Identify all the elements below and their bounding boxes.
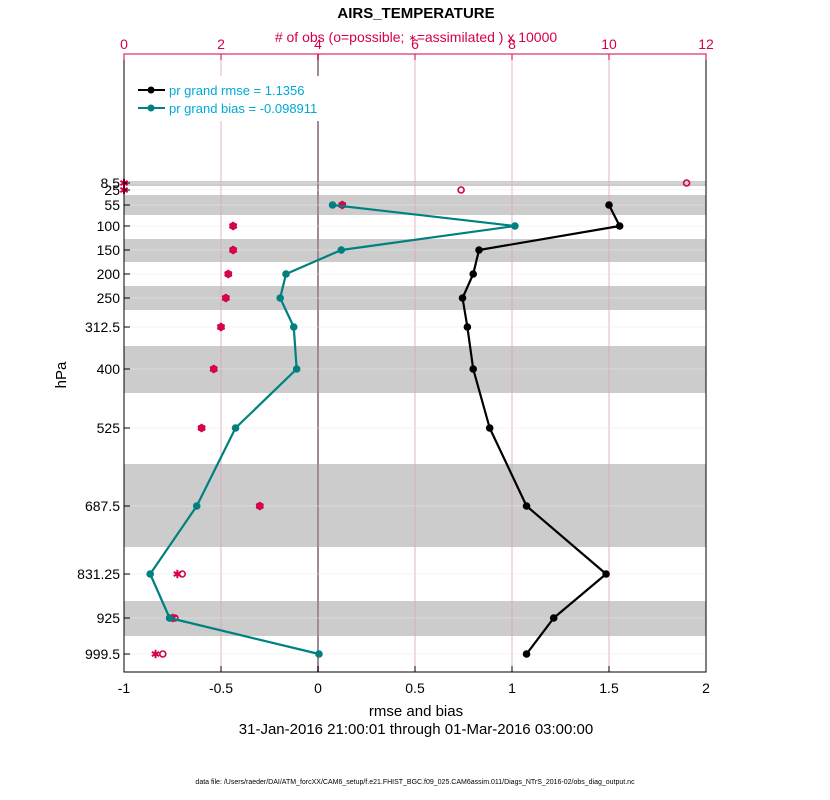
top-tick-label-3: 6 bbox=[411, 36, 419, 52]
top-tick-label-2: 4 bbox=[314, 36, 322, 52]
y-tick-label-687.5: 687.5 bbox=[85, 498, 120, 514]
y-tick-label-312.5: 312.5 bbox=[85, 319, 120, 335]
y-tick-label-831.25: 831.25 bbox=[77, 566, 120, 582]
star-stroke-2 bbox=[209, 366, 218, 372]
y-tick-label-200: 200 bbox=[97, 266, 121, 282]
top-axis-label-star: ∗ bbox=[408, 33, 416, 44]
top-tick-label-4: 8 bbox=[508, 36, 516, 52]
obs-possible-999.5 bbox=[159, 650, 167, 658]
bias-line bbox=[149, 203, 517, 656]
obs-assimilated-100 bbox=[228, 221, 238, 231]
obs-possible-8.5 bbox=[682, 179, 691, 187]
star-stroke-2 bbox=[255, 503, 264, 509]
grid-lines bbox=[124, 54, 706, 672]
obs-assimilated-525 bbox=[197, 423, 206, 433]
legend-bias-marker bbox=[147, 104, 155, 112]
bias-point-250 bbox=[276, 294, 284, 302]
star-stroke-2 bbox=[224, 271, 233, 277]
y-tick-label-400: 400 bbox=[97, 361, 121, 377]
rmse-point-250 bbox=[458, 294, 467, 302]
rmse-point-925 bbox=[549, 614, 558, 622]
obs-assimilated-687.5 bbox=[255, 501, 264, 511]
y-tick-label-999.5: 999.5 bbox=[85, 646, 120, 662]
x-tick-label-4: 1 bbox=[508, 680, 516, 696]
x-tick-label-0: -1 bbox=[118, 680, 131, 696]
date-range-label: 31-Jan-2016 21:00:01 through 01-Mar-2016… bbox=[239, 721, 593, 738]
top-tick-label-1: 2 bbox=[217, 36, 225, 52]
star-stroke-2 bbox=[197, 425, 206, 431]
top-axis-label-part-1: # of obs (o=possible; bbox=[275, 29, 408, 45]
y-tick-label-150: 150 bbox=[97, 242, 121, 258]
star-stroke-2 bbox=[151, 651, 160, 657]
rmse-point-831.25 bbox=[602, 570, 610, 578]
data-file-footer: data file: /Users/raeder/DAI/ATM_forcXX/… bbox=[195, 779, 635, 786]
obs-assimilated-400 bbox=[209, 364, 218, 374]
x-tick-label-3: 0.5 bbox=[405, 680, 425, 696]
y-tick-label-525: 525 bbox=[97, 420, 121, 436]
star-stroke-2 bbox=[228, 247, 238, 253]
x-axis-label: rmse and bias bbox=[369, 703, 463, 720]
bias-point-999.5 bbox=[315, 650, 323, 658]
bias-point-55 bbox=[328, 201, 337, 209]
rmse-point-999.5 bbox=[522, 650, 531, 658]
series-group bbox=[119, 178, 691, 659]
x-tick-label-6: 2 bbox=[702, 680, 710, 696]
y-tick-label-55: 55 bbox=[104, 197, 120, 213]
x-tick-label-2: 0 bbox=[314, 680, 322, 696]
rmse-point-525 bbox=[485, 424, 494, 432]
rmse-point-55 bbox=[605, 201, 613, 209]
y-tick-label-100: 100 bbox=[97, 218, 121, 234]
bias-point-312.5 bbox=[289, 323, 298, 331]
bias-point-525 bbox=[231, 424, 240, 432]
chart-title: AIRS_TEMPERATURE bbox=[337, 5, 494, 22]
rmse-line bbox=[461, 204, 621, 655]
bias-point-925 bbox=[165, 614, 174, 622]
obs-assimilated-250 bbox=[221, 293, 230, 303]
legend-rmse-label: pr grand rmse = 1.1356 bbox=[169, 83, 305, 98]
y-tick-label-925: 925 bbox=[97, 610, 121, 626]
x-tick-label-5: 1.5 bbox=[599, 680, 619, 696]
top-tick-label-5: 10 bbox=[601, 36, 617, 52]
y-tick-label-25: 25 bbox=[104, 182, 120, 198]
legend: pr grand rmse = 1.1356 pr grand bias = -… bbox=[128, 76, 343, 121]
bias-point-831.25 bbox=[146, 570, 154, 578]
obs-assimilated-312.5 bbox=[216, 322, 226, 332]
y-axis-label: hPa bbox=[53, 361, 70, 388]
bias-point-400 bbox=[292, 365, 301, 373]
obs-assimilated-150 bbox=[228, 245, 238, 255]
bias-point-200 bbox=[282, 270, 290, 278]
top-axis-label: # of obs (o=possible; ∗=assimilated ) x … bbox=[275, 29, 558, 45]
y-tick-label-8.5: 8.5 bbox=[101, 175, 121, 191]
obs-assimilated-999.5 bbox=[151, 649, 160, 659]
star-stroke-2 bbox=[173, 571, 182, 577]
legend-box bbox=[128, 76, 343, 121]
x-tick-label-1: -0.5 bbox=[209, 680, 233, 696]
star-stroke-2 bbox=[228, 223, 238, 229]
legend-bias-label: pr grand bias = -0.098911 bbox=[169, 101, 317, 116]
rmse-point-400 bbox=[469, 365, 478, 373]
top-tick-label-6: 12 bbox=[698, 36, 714, 52]
bias-point-100 bbox=[511, 222, 519, 230]
star-stroke-2 bbox=[221, 295, 230, 301]
bias-point-150 bbox=[337, 246, 346, 254]
rmse-point-312.5 bbox=[463, 323, 472, 331]
star-stroke-2 bbox=[216, 324, 226, 330]
rmse-point-100 bbox=[615, 222, 624, 230]
rmse-point-150 bbox=[475, 246, 483, 254]
legend-rmse-marker bbox=[147, 86, 155, 94]
bias-point-687.5 bbox=[192, 502, 201, 510]
rmse-point-687.5 bbox=[522, 502, 531, 510]
obs-assimilated-831.25 bbox=[173, 569, 182, 579]
y-tick-label-250: 250 bbox=[97, 290, 121, 306]
top-axis-label-part-2: =assimilated ) x 10000 bbox=[417, 29, 558, 45]
top-tick-label-0: 0 bbox=[120, 36, 128, 52]
obs-assimilated-200 bbox=[224, 269, 233, 279]
obs-possible-25 bbox=[457, 186, 465, 194]
rmse-point-200 bbox=[469, 270, 478, 278]
